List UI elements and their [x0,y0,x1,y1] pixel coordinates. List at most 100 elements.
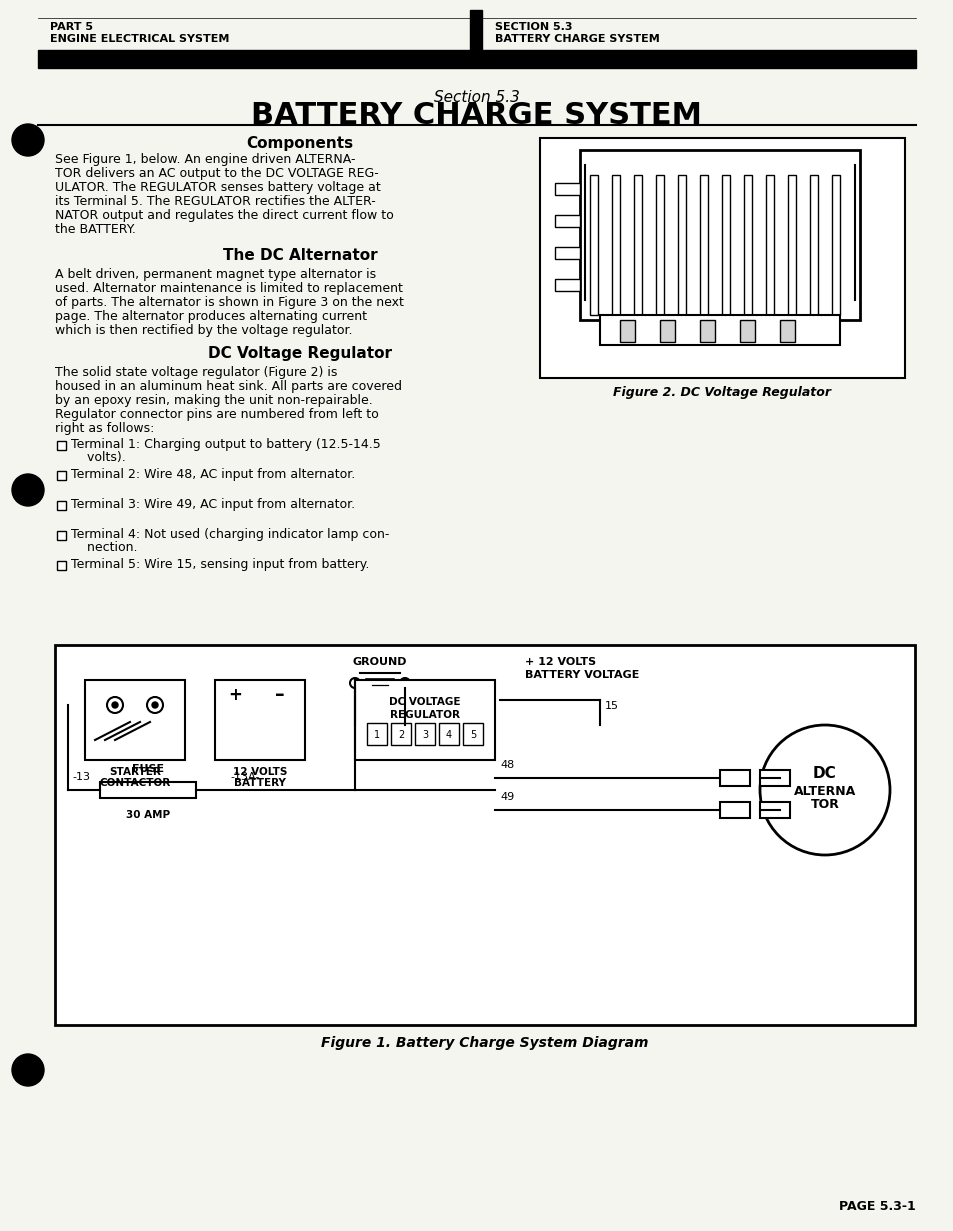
Text: 48: 48 [499,760,514,771]
Text: its Terminal 5. The REGULATOR rectifies the ALTER-: its Terminal 5. The REGULATOR rectifies … [55,194,375,208]
Bar [780,320,794,342]
Text: Components: Components [246,135,354,151]
Text: CONTACTOR: CONTACTOR [99,778,171,788]
Circle shape [107,697,123,713]
Text: TOR delivers an AC output to the DC VOLTAGE REG-: TOR delivers an AC output to the DC VOLT… [55,167,378,180]
Text: NATOR output and regulates the direct current flow to: NATOR output and regulates the direct cu… [55,209,394,222]
Text: 2: 2 [397,730,404,740]
Circle shape [760,725,889,856]
Text: DC Voltage Regulator: DC Voltage Regulator [208,346,392,361]
Text: BATTERY VOLTAGE: BATTERY VOLTAGE [524,670,639,680]
Text: 3: 3 [421,730,428,740]
Bar [555,183,579,194]
Text: A belt driven, permanent magnet type alternator is: A belt driven, permanent magnet type alt… [55,268,375,281]
Text: -13A-: -13A- [230,772,259,782]
Bar [612,175,619,315]
Text: 30 AMP: 30 AMP [126,810,170,820]
Text: 5: 5 [470,730,476,740]
Bar [355,680,495,760]
Text: 4: 4 [445,730,452,740]
Circle shape [12,474,44,506]
Text: 15: 15 [604,700,618,712]
Bar [599,315,840,345]
Text: -13: -13 [71,772,90,782]
Text: BATTERY CHARGE SYSTEM: BATTERY CHARGE SYSTEM [252,101,701,130]
Text: Section 5.3: Section 5.3 [434,91,519,106]
Bar [721,175,729,315]
Circle shape [350,678,359,688]
Circle shape [399,678,410,688]
Bar [659,320,675,342]
Bar [214,680,305,760]
Text: BATTERY: BATTERY [233,778,286,788]
Bar [470,10,481,55]
Bar [555,279,579,291]
Bar [720,771,749,787]
Text: ALTERNA: ALTERNA [793,785,855,798]
Text: used. Alternator maintenance is limited to replacement: used. Alternator maintenance is limited … [55,282,402,295]
Text: 12 VOLTS: 12 VOLTS [233,767,287,777]
Bar [555,247,579,259]
Text: housed in an aluminum heat sink. All parts are covered: housed in an aluminum heat sink. All par… [55,380,401,393]
Bar [462,723,482,745]
Text: TOR: TOR [810,798,839,811]
Text: the BATTERY.: the BATTERY. [55,223,135,236]
Bar [539,138,904,378]
Bar [57,561,66,570]
Bar [555,215,579,227]
Text: Figure 2. DC Voltage Regulator: Figure 2. DC Voltage Regulator [613,387,831,399]
Bar [57,471,66,480]
Text: STARTER: STARTER [109,767,161,777]
Circle shape [112,702,118,708]
Circle shape [147,697,163,713]
Bar [720,803,749,819]
Bar [57,531,66,540]
Text: SECTION 5.3: SECTION 5.3 [495,22,572,32]
Bar [38,50,915,68]
Bar [55,645,914,1025]
Circle shape [12,124,44,156]
Bar [85,680,185,760]
Bar [809,175,817,315]
Bar [367,723,387,745]
Text: GROUND: GROUND [353,657,407,667]
Text: Terminal 5: Wire 15, sensing input from battery.: Terminal 5: Wire 15, sensing input from … [71,558,369,571]
Bar [700,320,714,342]
Text: page. The alternator produces alternating current: page. The alternator produces alternatin… [55,310,367,323]
Text: by an epoxy resin, making the unit non-repairable.: by an epoxy resin, making the unit non-r… [55,394,373,407]
Text: BATTERY CHARGE SYSTEM: BATTERY CHARGE SYSTEM [495,34,659,44]
Bar [391,723,411,745]
Bar [100,782,195,798]
Bar [579,150,859,320]
Bar [760,803,789,819]
Text: Figure 1. Battery Charge System Diagram: Figure 1. Battery Charge System Diagram [321,1037,648,1050]
Bar [743,175,751,315]
Text: Terminal 1: Charging output to battery (12.5-14.5: Terminal 1: Charging output to battery (… [71,438,380,451]
Text: DC VOLTAGE: DC VOLTAGE [389,697,460,707]
Bar [656,175,663,315]
Bar [415,723,435,745]
Bar [760,771,789,787]
Bar [831,175,840,315]
Text: nection.: nection. [71,540,137,554]
Bar [678,175,685,315]
Text: 49: 49 [499,792,514,803]
Bar [765,175,773,315]
Bar [57,441,66,451]
Text: FUSE: FUSE [132,764,164,774]
Text: ULATOR. The REGULATOR senses battery voltage at: ULATOR. The REGULATOR senses battery vol… [55,181,380,194]
Bar [438,723,458,745]
Text: + 12 VOLTS: + 12 VOLTS [524,657,596,667]
Bar [57,501,66,510]
Text: +: + [228,686,242,704]
Text: which is then rectified by the voltage regulator.: which is then rectified by the voltage r… [55,324,352,337]
Text: The DC Alternator: The DC Alternator [222,247,377,263]
Text: ENGINE ELECTRICAL SYSTEM: ENGINE ELECTRICAL SYSTEM [50,34,229,44]
Bar [787,175,795,315]
Text: Terminal 3: Wire 49, AC input from alternator.: Terminal 3: Wire 49, AC input from alter… [71,499,355,511]
Text: REGULATOR: REGULATOR [390,710,459,720]
Bar [589,175,598,315]
Text: of parts. The alternator is shown in Figure 3 on the next: of parts. The alternator is shown in Fig… [55,295,403,309]
Text: See Figure 1, below. An engine driven ALTERNA-: See Figure 1, below. An engine driven AL… [55,153,355,166]
Bar [619,320,635,342]
